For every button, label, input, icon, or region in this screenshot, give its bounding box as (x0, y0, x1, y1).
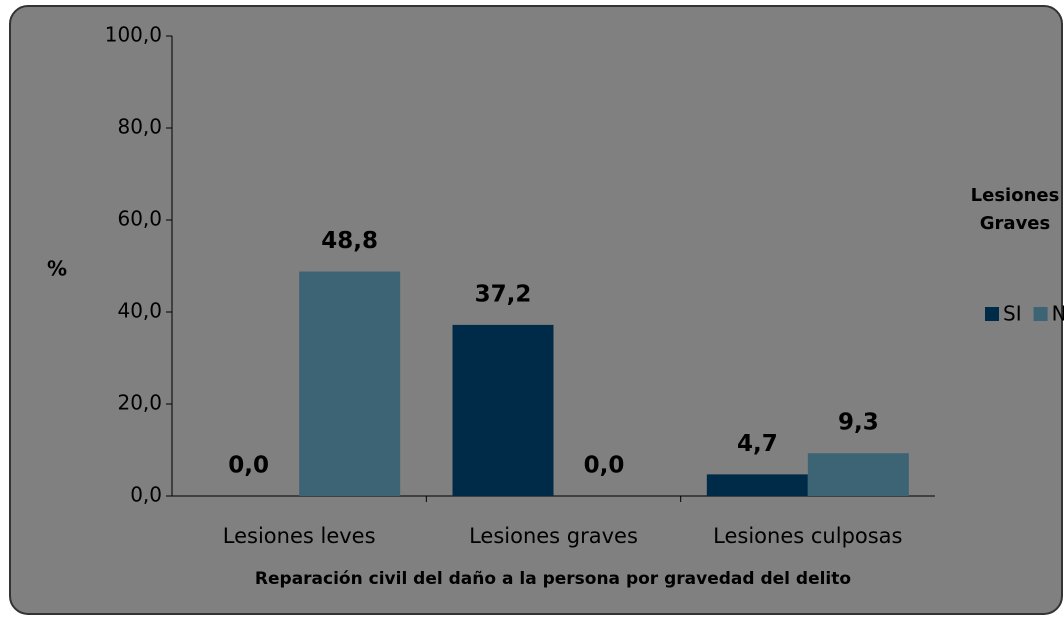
bar (452, 324, 554, 496)
legend-swatch (985, 307, 999, 321)
bar (807, 453, 909, 496)
data-label: 9,3 (838, 410, 879, 436)
x-tick-label: Lesiones culposas (713, 524, 902, 548)
data-label: 4,7 (737, 431, 778, 457)
data-label: 37,2 (475, 281, 532, 307)
data-label: 48,8 (321, 228, 378, 254)
x-tick-label: Lesiones leves (223, 524, 376, 548)
y-tick-label: 80,0 (117, 115, 162, 139)
bar (706, 474, 808, 496)
y-tick-label: 20,0 (117, 391, 162, 415)
y-axis-label: % (47, 257, 67, 281)
chart-frame (9, 5, 1063, 615)
x-axis-label: Reparación civil del daño a la persona p… (255, 569, 851, 589)
legend-title: Lesiones Graves (970, 185, 1060, 234)
bar (299, 271, 401, 496)
y-tick-label: 100,0 (105, 23, 162, 47)
data-label: 0,0 (228, 453, 269, 479)
y-tick-label: 0,0 (130, 483, 162, 507)
legend-swatch (1033, 307, 1048, 321)
y-tick-label: 60,0 (117, 207, 162, 231)
legend-label: NO (1052, 302, 1064, 326)
x-tick-label: Lesiones graves (469, 524, 638, 548)
y-tick-label: 40,0 (117, 299, 162, 323)
data-label: 0,0 (584, 453, 625, 479)
legend-label: SI (1003, 302, 1022, 326)
